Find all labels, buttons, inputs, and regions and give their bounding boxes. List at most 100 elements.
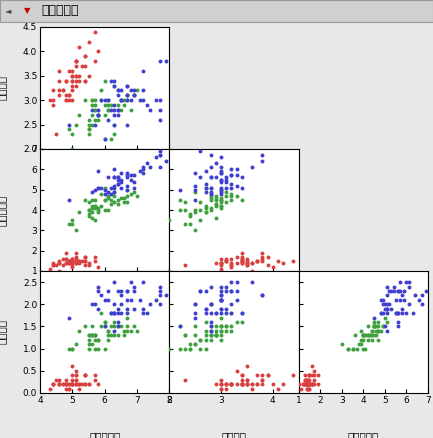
Point [304,385,311,392]
Point [101,102,108,109]
Point [108,77,115,84]
Point [85,131,92,138]
Point [124,82,131,89]
Point [117,106,124,113]
Point [72,227,79,234]
Point [82,97,89,104]
Point [207,190,214,197]
Point [72,367,79,374]
Point [228,327,235,334]
Point [72,82,79,89]
Point [300,381,307,388]
Point [72,58,79,65]
Point [223,188,229,195]
Point [104,327,111,334]
Point [95,283,102,290]
Point [66,385,73,392]
Point [46,97,53,104]
Point [98,97,105,104]
Point [259,255,266,262]
Point [192,227,199,234]
Point [114,310,121,317]
Point [69,363,76,370]
Point [192,314,199,321]
Point [111,310,118,317]
Point [114,318,121,325]
Point [153,154,160,161]
Point [202,345,209,352]
Point [394,323,401,330]
Point [202,336,209,343]
Point [384,292,391,299]
Point [78,258,85,265]
Point [95,336,102,343]
Point [156,292,163,299]
Point [127,87,134,94]
Point [95,205,102,212]
Point [140,97,147,104]
Point [156,283,163,290]
Point [384,283,391,290]
Point [85,72,92,79]
Point [345,345,352,352]
Point [140,279,147,286]
Point [290,258,297,265]
Point [202,202,209,209]
Point [259,249,266,256]
Point [140,310,147,317]
Point [228,310,235,317]
Point [249,259,255,266]
Point [259,381,266,388]
Text: ▼: ▼ [24,7,30,15]
Point [254,381,261,388]
Point [349,345,356,352]
Point [249,279,255,286]
Point [394,318,401,325]
Point [75,111,82,118]
Point [59,381,66,388]
Point [130,323,137,330]
Point [69,77,76,84]
Point [91,106,98,113]
Point [397,297,404,304]
Text: ◄: ◄ [5,7,12,15]
Point [181,198,188,205]
Point [243,381,250,388]
Point [384,301,391,308]
Point [218,327,225,334]
Point [394,287,401,294]
Point [384,305,391,312]
Point [101,111,108,118]
Point [111,77,118,84]
Point [379,297,386,304]
Point [85,38,92,45]
Point [304,381,311,388]
Point [111,323,118,330]
Point [207,301,214,308]
Point [140,67,147,74]
Point [176,323,183,330]
Point [295,381,302,388]
Point [384,310,391,317]
Point [146,164,153,171]
Point [104,192,111,199]
Point [95,106,102,113]
Point [228,323,235,330]
Point [218,381,225,388]
Point [223,255,229,262]
Point [49,381,56,388]
Point [306,372,313,379]
Point [399,305,406,312]
Point [202,208,209,215]
Point [366,332,373,339]
Point [153,97,160,104]
Point [124,174,131,181]
Point [85,206,92,213]
Point [218,305,225,312]
Point [233,297,240,304]
Point [392,310,399,317]
Point [218,385,225,392]
Point [218,381,225,388]
Point [69,255,76,262]
Point [91,253,98,260]
